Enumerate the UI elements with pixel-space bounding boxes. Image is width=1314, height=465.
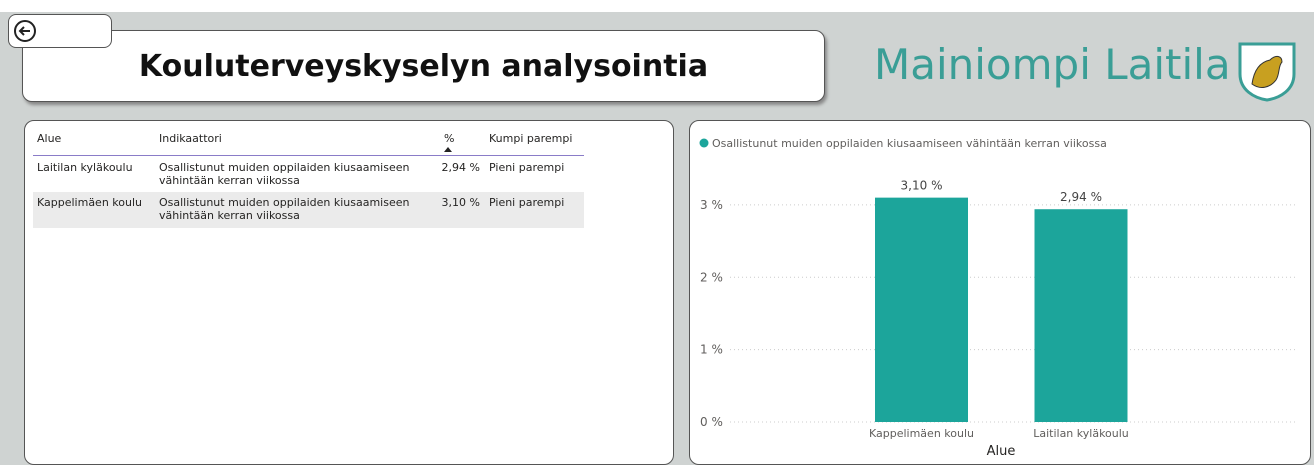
back-icon[interactable] (13, 19, 37, 43)
bar (1034, 209, 1128, 422)
table-cell: Kappelimäen koulu (37, 196, 143, 209)
row-bg (33, 192, 584, 228)
sort-arrow[interactable] (444, 147, 452, 152)
legend-marker (699, 138, 709, 148)
x-tick-label: Laitilan kyläkoulu (1033, 427, 1129, 440)
table-cell: Pieni parempi (489, 196, 565, 209)
title-box: Kouluterveyskyselyn analysointia (22, 30, 825, 102)
data-label: 2,94 % (1060, 190, 1102, 204)
top-strip (0, 0, 1314, 12)
data-label: 3,10 % (901, 179, 943, 193)
column-header: % (444, 132, 455, 145)
y-tick-label: 3 % (700, 198, 723, 212)
column-header: Kumpi parempi (489, 132, 573, 145)
table-cell: Pieni parempi (489, 161, 565, 174)
table-cell: Laitilan kyläkoulu (37, 161, 133, 174)
chart-panel (689, 120, 1311, 465)
y-tick-label: 1 % (700, 343, 723, 357)
title: Kouluterveyskyselyn analysointia (138, 49, 709, 84)
brand: Mainiompi Laitila (874, 40, 1231, 89)
table-cell: 2,94 % (441, 161, 480, 174)
legend-label: Osallistunut muiden oppilaiden kiusaamis… (712, 137, 1107, 150)
crest (1238, 42, 1296, 102)
table-cell: Osallistunut muiden oppilaiden kiusaamis… (159, 196, 410, 222)
column-header: Indikaattori (159, 132, 222, 145)
x-tick-label: Kappelimäen koulu (869, 427, 974, 440)
table-cell: Osallistunut muiden oppilaiden kiusaamis… (159, 161, 410, 187)
bar (875, 197, 968, 422)
y-tick-label: 0 % (700, 415, 723, 429)
column-header: Alue (37, 132, 62, 145)
table-panel (24, 120, 674, 465)
table-cell: 3,10 % (441, 196, 480, 209)
back-button[interactable] (8, 14, 112, 48)
x-axis-title: Alue (987, 444, 1016, 459)
header-underline (33, 155, 584, 156)
y-tick-label: 2 % (700, 270, 723, 284)
